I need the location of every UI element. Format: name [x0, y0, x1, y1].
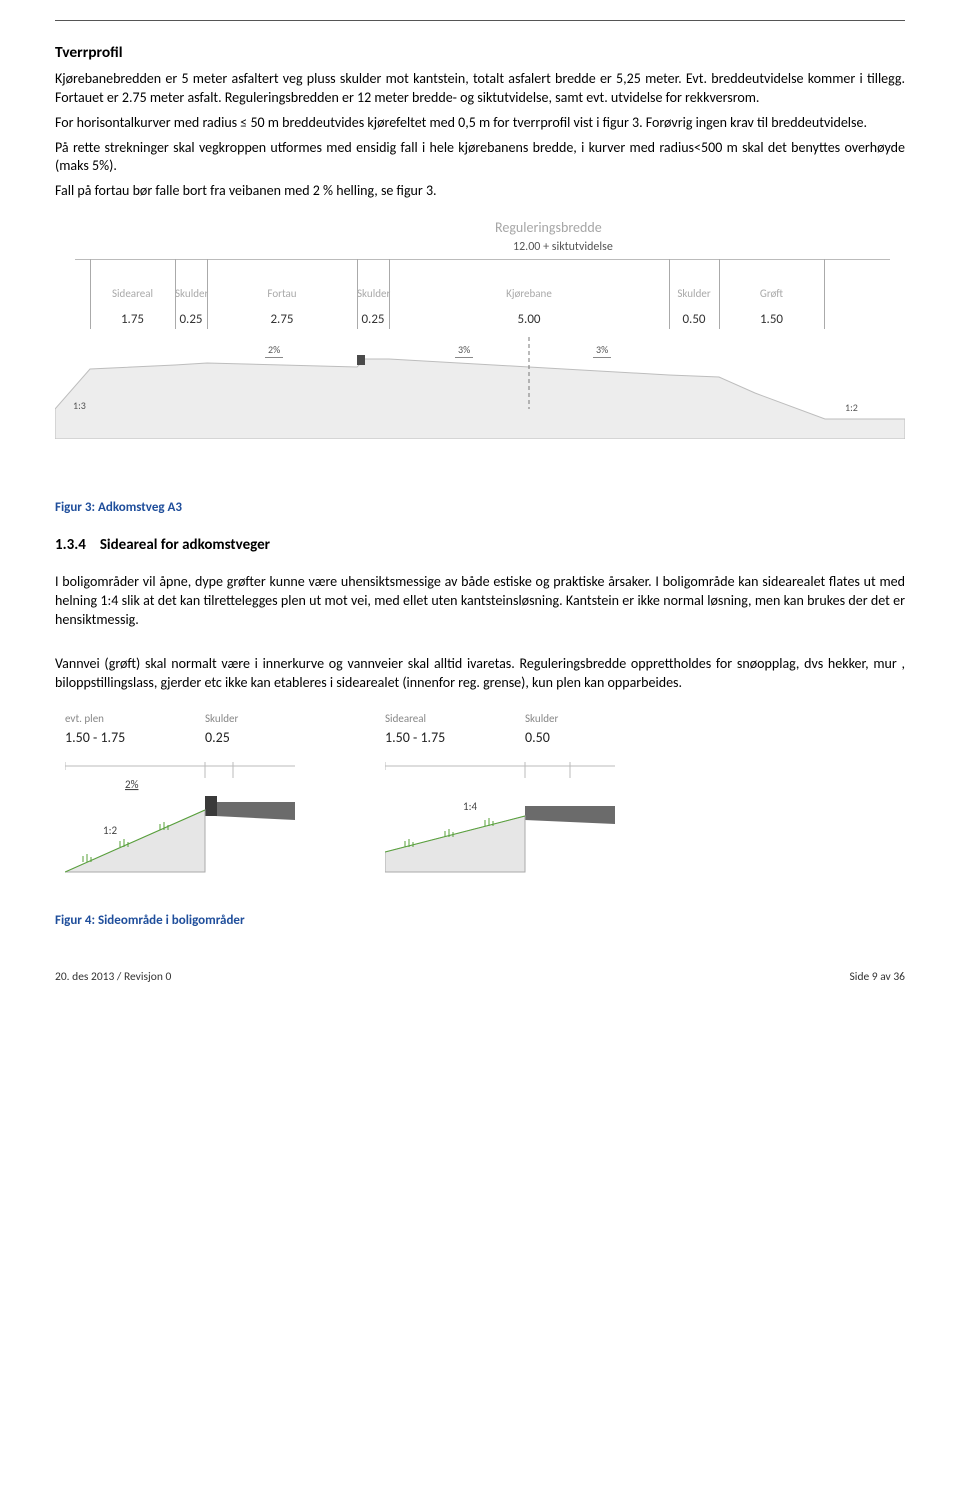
grade-label: 2%	[265, 343, 283, 358]
figure4-right: Sideareal Skulder 1.50 - 1.75 0.50	[385, 712, 615, 888]
f4l-grade: 2%	[125, 778, 139, 791]
col-value: 5.00	[389, 311, 669, 329]
reg-bredde-title: Reguleringsbredde	[495, 219, 602, 238]
f4r-label2: Skulder	[525, 712, 558, 727]
dim-tick	[719, 259, 720, 329]
col-label: Grøft	[719, 287, 824, 302]
f4l-dim1: 1.50 - 1.75	[65, 729, 205, 748]
dim-tick	[669, 259, 670, 329]
grade-label: 3%	[593, 343, 611, 358]
col-value: 0.25	[357, 311, 389, 329]
f4r-dim2: 0.50	[525, 729, 550, 748]
col-value: 2.75	[207, 311, 357, 329]
col-value: 0.25	[175, 311, 207, 329]
grade-label: 3%	[455, 343, 473, 358]
subsection-title: Sideareal for adkomstveger	[100, 536, 270, 554]
figure4-left: evt. plen Skulder 1.50 - 1.75 0.25 2%	[65, 712, 295, 888]
f4l-slope: 1:2	[103, 824, 118, 837]
section-heading: Tverrprofil	[55, 43, 905, 64]
col-label: Skulder	[669, 287, 719, 302]
para-b2: Vannvei (grøft) skal normalt være i inne…	[55, 655, 905, 693]
col-value: 1.75	[90, 311, 175, 329]
col-label: Kjørebane	[389, 287, 669, 302]
figure-3-cross-section: Reguleringsbredde 12.00 + siktutvidelse …	[55, 219, 905, 439]
subsection-number: 1.3.4	[55, 536, 86, 554]
cross-section-svg	[55, 319, 905, 439]
para-b1: I boligområder vil åpne, dype grøfter ku…	[55, 573, 905, 630]
col-label: Sideareal	[90, 287, 175, 302]
slope-label: 1:2	[845, 401, 858, 415]
figure3-caption: Figur 3: Adkomstveg A3	[55, 499, 905, 517]
dim-tick	[90, 259, 91, 329]
top-rule	[55, 20, 905, 21]
dim-tick	[357, 259, 358, 329]
dim-tick	[824, 259, 825, 329]
para-1: Kjørebanebredden er 5 meter asfaltert ve…	[55, 70, 905, 108]
footer-left: 20. des 2013 / Revisjon 0	[55, 970, 171, 986]
f4r-slope: 1:4	[463, 800, 478, 813]
col-value: 1.50	[719, 311, 824, 329]
f4l-dim2: 0.25	[205, 729, 230, 748]
subsection-heading: 1.3.4 Sideareal for adkomstveger	[55, 535, 905, 555]
f4l-svg: 2% 1:2	[65, 752, 295, 882]
f4l-label2: Skulder	[205, 712, 238, 727]
para-3: På rette strekninger skal vegkroppen utf…	[55, 139, 905, 177]
col-label: Fortau	[207, 287, 357, 302]
figure4-caption: Figur 4: Sideområde i boligområder	[55, 912, 905, 930]
dim-tick	[207, 259, 208, 329]
reg-bredde-subtitle: 12.00 + siktutvidelse	[513, 239, 613, 255]
footer-right: Side 9 av 36	[850, 970, 905, 986]
figure-4-side-details: evt. plen Skulder 1.50 - 1.75 0.25 2%	[65, 712, 905, 888]
f4r-label1: Sideareal	[385, 712, 525, 727]
slope-label: 1:3	[73, 399, 86, 413]
page-footer: 20. des 2013 / Revisjon 0 Side 9 av 36	[55, 970, 905, 986]
col-label: Skulder	[357, 287, 389, 302]
f4r-dim1: 1.50 - 1.75	[385, 729, 525, 748]
para-4: Fall på fortau bør falle bort fra veiban…	[55, 182, 905, 201]
f4l-label1: evt. plen	[65, 712, 205, 727]
dim-tick	[389, 259, 390, 329]
dim-tick	[175, 259, 176, 329]
col-value: 0.50	[669, 311, 719, 329]
col-label: Skulder	[175, 287, 207, 302]
dim-line-top	[75, 259, 890, 260]
f4r-svg: 1:4	[385, 752, 615, 882]
para-2: For horisontalkurver med radius ≤ 50 m b…	[55, 114, 905, 133]
